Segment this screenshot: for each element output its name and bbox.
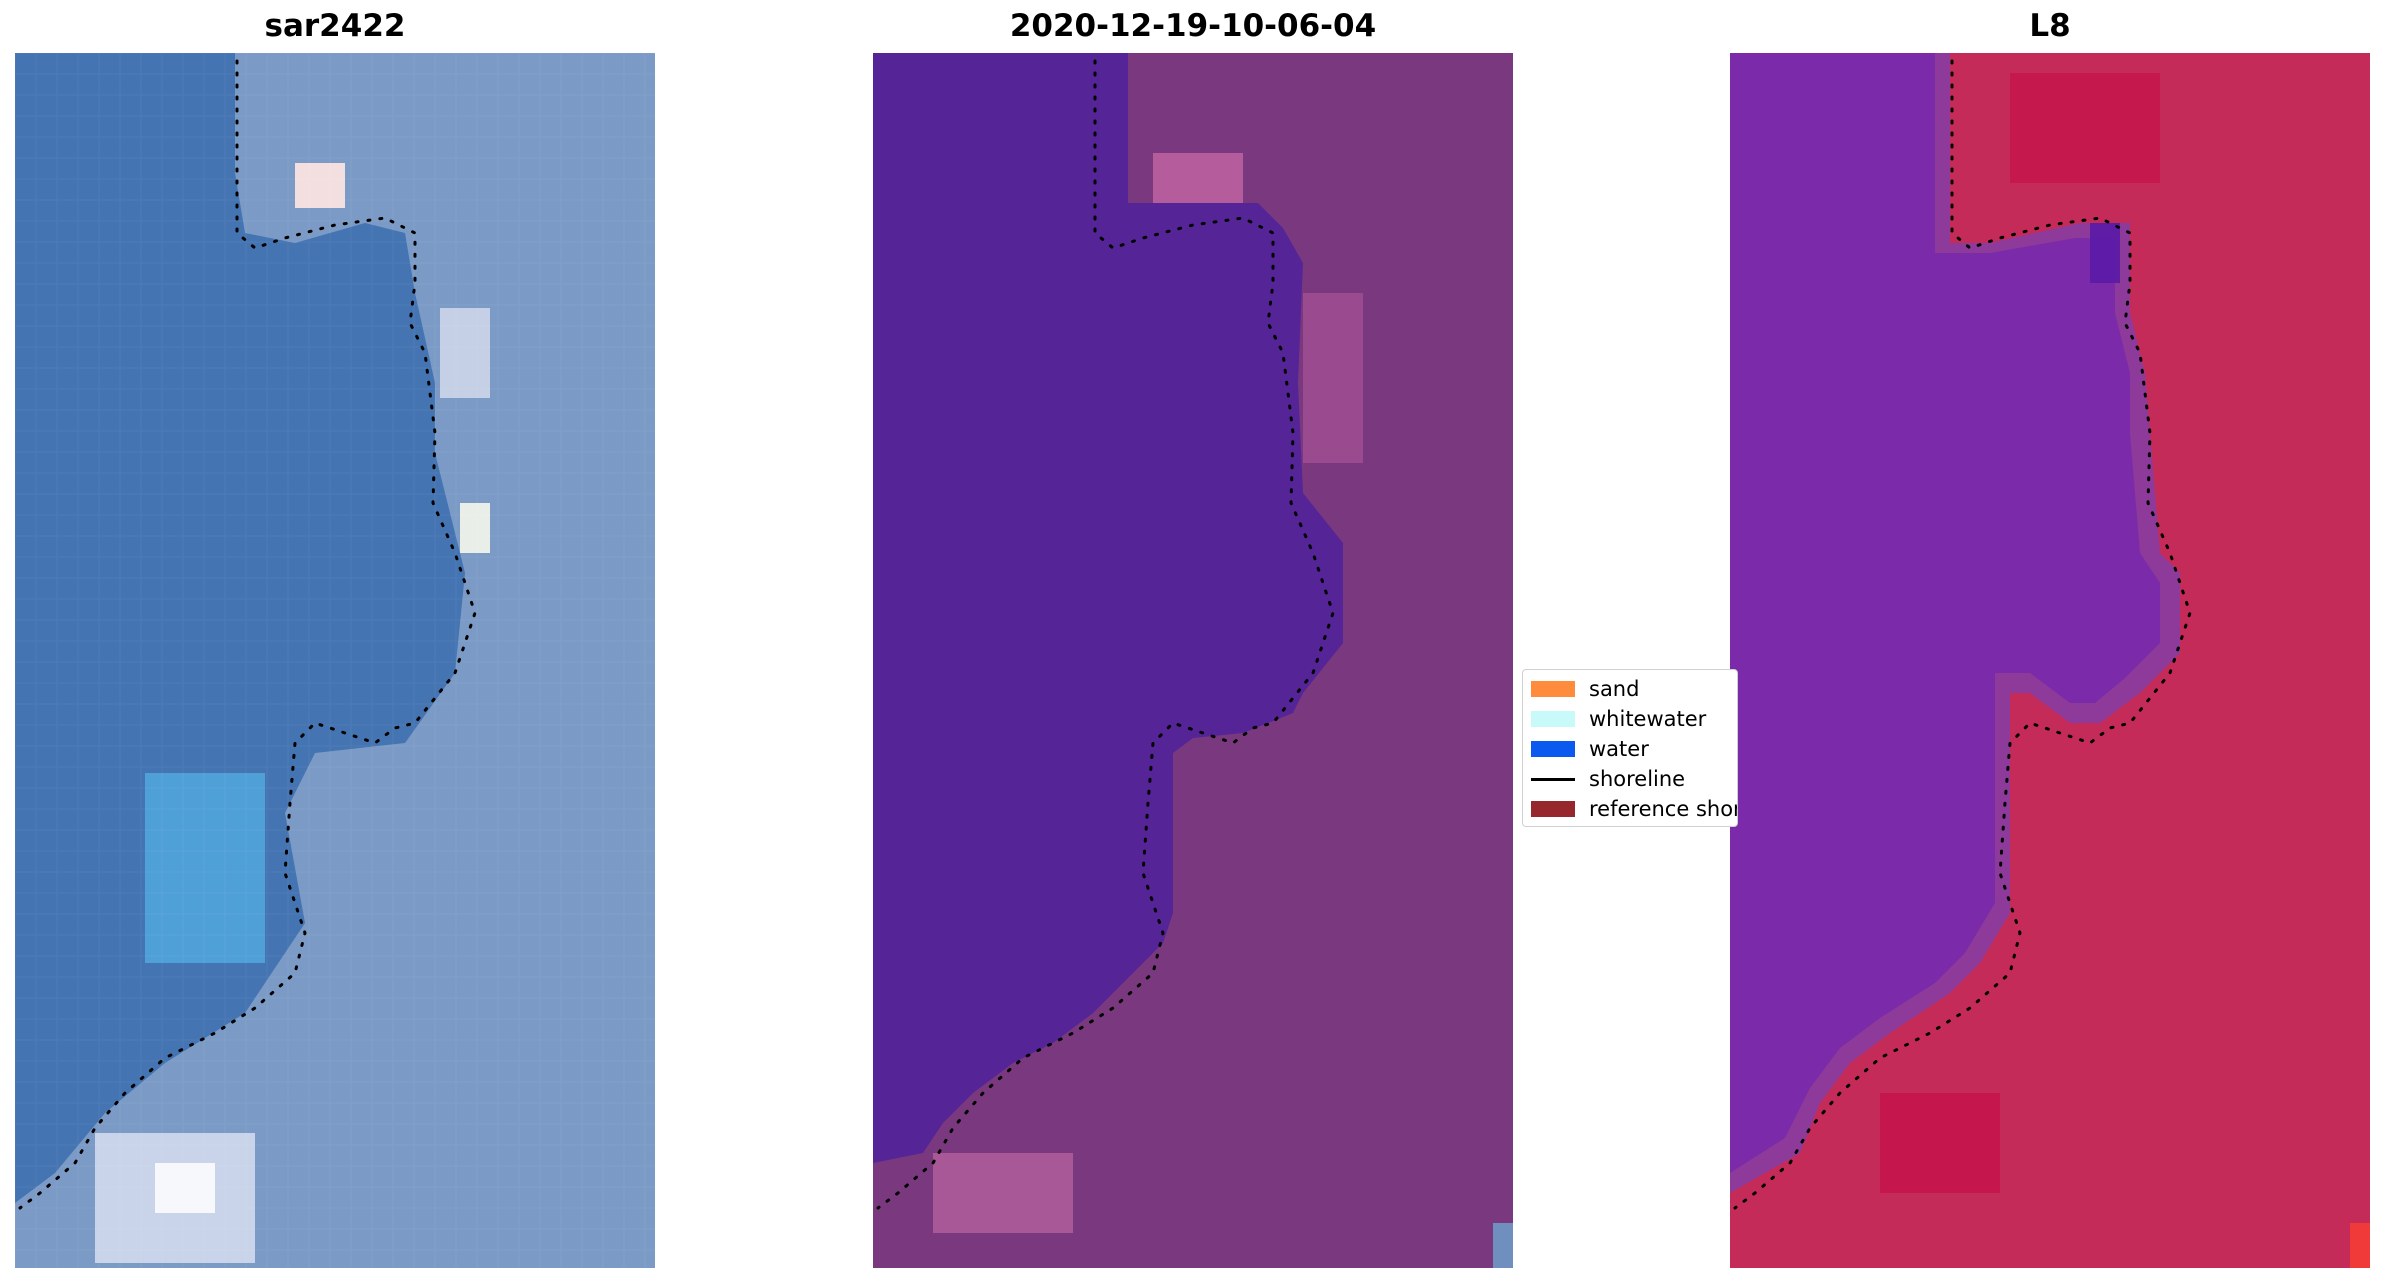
index-edge-patch: [2350, 1223, 2370, 1268]
legend-label: shoreline: [1589, 767, 1686, 791]
legend-item-reference-shoreline: reference shoreline: [1531, 796, 1738, 822]
rgb-image-panel: [15, 53, 655, 1268]
classified-bright-patch: [1303, 293, 1363, 463]
panel-title-classified: 2020-12-19-10-06-04: [1009, 8, 1377, 44]
legend-swatch-reference-shoreline: [1531, 801, 1575, 817]
legend-swatch-whitewater: [1531, 711, 1575, 727]
index-image: [1730, 53, 2370, 1268]
legend-line-shoreline: [1531, 777, 1575, 781]
shoreline-dotted: [1733, 59, 2192, 1210]
legend-item-shoreline: shoreline: [1531, 766, 1685, 792]
classified-edge-patch: [1493, 1223, 1513, 1268]
index-image-panel: [1730, 53, 2370, 1268]
legend-swatch-sand: [1531, 681, 1575, 697]
classified-water-area: [873, 53, 1343, 1163]
legend-label: sand: [1589, 677, 1640, 701]
legend-label: reference shoreline: [1589, 797, 1738, 821]
legend-swatch-water: [1531, 741, 1575, 757]
panel-title-rgb: sar2422: [264, 8, 406, 44]
classified-image: [873, 53, 1513, 1268]
shoreline-dotted: [876, 59, 1335, 1210]
legend-label: water: [1589, 737, 1649, 761]
classified-image-panel: [873, 53, 1513, 1268]
rgb-image: [15, 53, 655, 1268]
legend-label: whitewater: [1589, 707, 1707, 731]
shoreline-dotted: [18, 59, 477, 1210]
legend-item-water: water: [1531, 736, 1649, 762]
panel-title-index: L8: [2029, 8, 2071, 44]
legend-item-sand: sand: [1531, 676, 1639, 702]
legend-item-whitewater: whitewater: [1531, 706, 1706, 732]
index-water-area: [1730, 53, 2160, 1173]
legend: sand whitewater water shoreline referenc…: [1522, 669, 1738, 827]
classified-bright-patch: [933, 1153, 1073, 1233]
